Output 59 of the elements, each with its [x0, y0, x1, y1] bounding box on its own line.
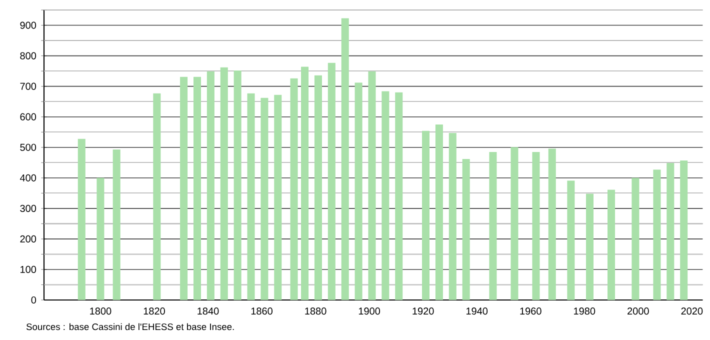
bar: [435, 124, 443, 300]
bar: [341, 18, 349, 300]
bar: [274, 94, 282, 300]
y-tick-label: 100: [20, 266, 36, 274]
bar: [234, 70, 242, 300]
y-tick-label: 400: [20, 174, 36, 182]
bar: [586, 194, 594, 300]
y-tick-label: 300: [20, 204, 36, 212]
bar: [382, 91, 390, 300]
bar: [220, 67, 228, 300]
x-tick-label: 1980: [574, 308, 596, 315]
y-tick-label: 800: [20, 52, 36, 60]
y-tick-label: 700: [20, 82, 36, 90]
bar: [290, 78, 298, 300]
x-tick-label: 1940: [466, 308, 488, 315]
bar: [510, 147, 518, 300]
bar: [368, 71, 376, 300]
y-tick-label: 600: [20, 113, 36, 120]
bar: [632, 178, 640, 300]
bar: [206, 71, 214, 300]
bar: [448, 133, 456, 300]
bar: [180, 76, 188, 300]
bar: [422, 130, 430, 300]
bar: [247, 93, 255, 300]
x-tick-label: 2000: [628, 308, 649, 315]
bar: [314, 75, 322, 300]
bar: [328, 62, 336, 300]
bar: [112, 150, 120, 300]
x-tick-label: 2020: [681, 308, 703, 315]
bar: [395, 92, 403, 300]
bar: [548, 148, 556, 300]
bar: [680, 160, 688, 300]
bar: [462, 158, 470, 300]
bar: [567, 180, 575, 300]
bar: [653, 170, 661, 300]
bar: [153, 93, 161, 300]
x-tick-label: 1820: [144, 308, 165, 315]
x-tick-label: 1840: [198, 308, 219, 315]
y-tick-label: 200: [20, 235, 36, 242]
y-tick-label: 900: [20, 22, 36, 29]
x-tick-label: 1800: [90, 308, 112, 315]
bar: [608, 190, 616, 300]
y-tick-label: 500: [20, 144, 36, 151]
bar: [260, 98, 268, 300]
x-tick-label: 1960: [520, 308, 542, 315]
bar: [78, 138, 86, 300]
bar: [96, 178, 104, 300]
bar: [301, 66, 309, 300]
bar: [354, 82, 362, 300]
source-note: Sources : base Cassini de l'EHESS et base Insee.: [26, 323, 234, 330]
bar: [532, 152, 540, 300]
bar: [489, 152, 497, 300]
x-tick-label: 1920: [412, 308, 434, 315]
y-tick-label: 0: [31, 296, 36, 304]
x-tick-label: 1860: [251, 308, 272, 315]
x-tick-label: 1900: [358, 308, 380, 315]
bar: [193, 76, 202, 300]
x-tick-label: 1880: [305, 308, 326, 315]
bar: [666, 162, 674, 300]
